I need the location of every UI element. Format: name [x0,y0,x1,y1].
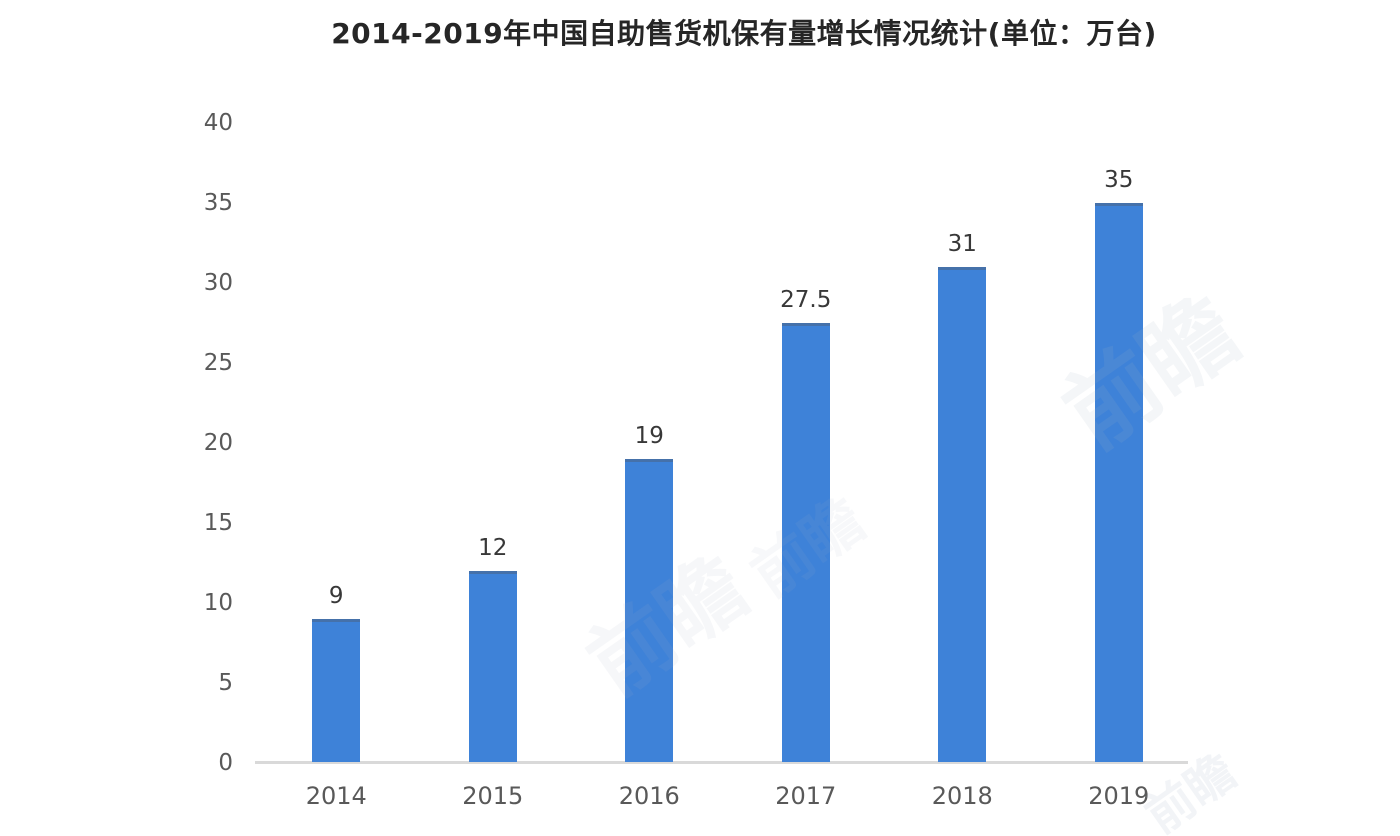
bar [1094,203,1143,762]
x-axis-tick-label: 2016 [618,782,680,810]
y-axis-tick-label: 25 [203,350,233,376]
y-axis-tick-label: 15 [203,510,233,536]
bar [781,323,830,762]
y-axis-tick-label: 10 [203,590,233,616]
x-axis-tick-label: 2017 [775,782,837,810]
y-axis-tick-label: 30 [203,270,233,296]
bar-value-label: 12 [478,535,508,561]
x-axis-line [255,761,1188,764]
bar-value-label: 9 [328,583,344,609]
bar [468,571,517,762]
y-axis-tick-label: 5 [218,670,233,696]
x-axis-tick-label: 2015 [462,782,524,810]
watermark: 前瞻 [1045,276,1258,470]
y-axis-tick-label: 40 [203,110,233,136]
y-axis-tick-label: 35 [203,190,233,216]
bar-value-label: 31 [947,231,977,257]
x-axis-tick-label: 2014 [305,782,367,810]
y-axis-tick-label: 20 [203,430,233,456]
x-axis-tick-label: 2018 [931,782,993,810]
bar-value-label: 19 [634,423,664,449]
x-axis-tick-label: 2019 [1088,782,1150,810]
bar [625,459,674,762]
bar [312,619,361,762]
bar-value-label: 35 [1104,167,1134,193]
chart-title: 2014-2019年中国自助售货机保有量增长情况统计(单位：万台) [331,17,1157,50]
y-axis-tick-label: 0 [218,750,233,776]
bar [938,267,987,762]
bar-value-label: 27.5 [780,287,832,313]
